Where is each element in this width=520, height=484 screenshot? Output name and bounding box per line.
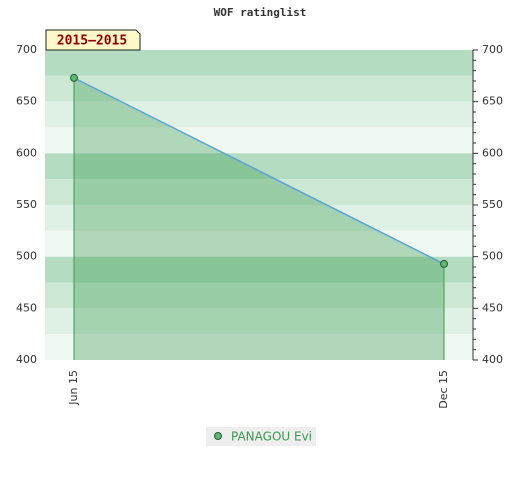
y2-tick-label: 500 <box>482 250 503 263</box>
legend-box <box>206 427 316 446</box>
y2-tick-label: 650 <box>482 95 503 108</box>
grid-band <box>45 50 473 76</box>
grid-band <box>45 127 473 154</box>
legend-marker <box>214 432 222 440</box>
grid-band <box>45 75 473 102</box>
y2-tick-label: 400 <box>482 353 503 366</box>
y-tick-label: 700 <box>16 43 37 56</box>
y-tick-label: 400 <box>16 353 37 366</box>
y2-tick-label: 700 <box>482 43 503 56</box>
annotation-text: 2015–2015 <box>57 34 127 49</box>
x-tick-label: Jun 15 <box>67 370 80 406</box>
y-tick-label: 600 <box>16 146 37 159</box>
x-tick-label: Dec 15 <box>437 370 450 409</box>
grid-band <box>45 282 473 309</box>
y-tick-label: 650 <box>16 95 37 108</box>
grid-band <box>45 256 473 283</box>
grid-band <box>45 308 473 335</box>
point <box>70 73 78 82</box>
point <box>440 259 448 268</box>
y2-tick-label: 550 <box>482 198 503 211</box>
grid-band <box>45 101 473 128</box>
chart-title: WOF ratinglist <box>214 6 307 19</box>
y-tick-label: 500 <box>16 250 37 263</box>
grid-band <box>45 334 473 360</box>
line <box>73 77 445 265</box>
annotation: 2015–2015 <box>45 29 141 51</box>
legend-label: PANAGOU Evi <box>231 430 312 444</box>
grid-band <box>45 179 473 205</box>
area <box>74 77 444 361</box>
y-tick-label: 450 <box>16 301 37 314</box>
y-tick-label: 550 <box>16 198 37 211</box>
annotation-box <box>45 29 141 51</box>
grid-band <box>45 230 473 257</box>
grid-band <box>45 153 473 180</box>
y2-tick-label: 450 <box>482 301 503 314</box>
y2-tick-label: 600 <box>482 146 503 159</box>
grid-band <box>45 205 473 231</box>
